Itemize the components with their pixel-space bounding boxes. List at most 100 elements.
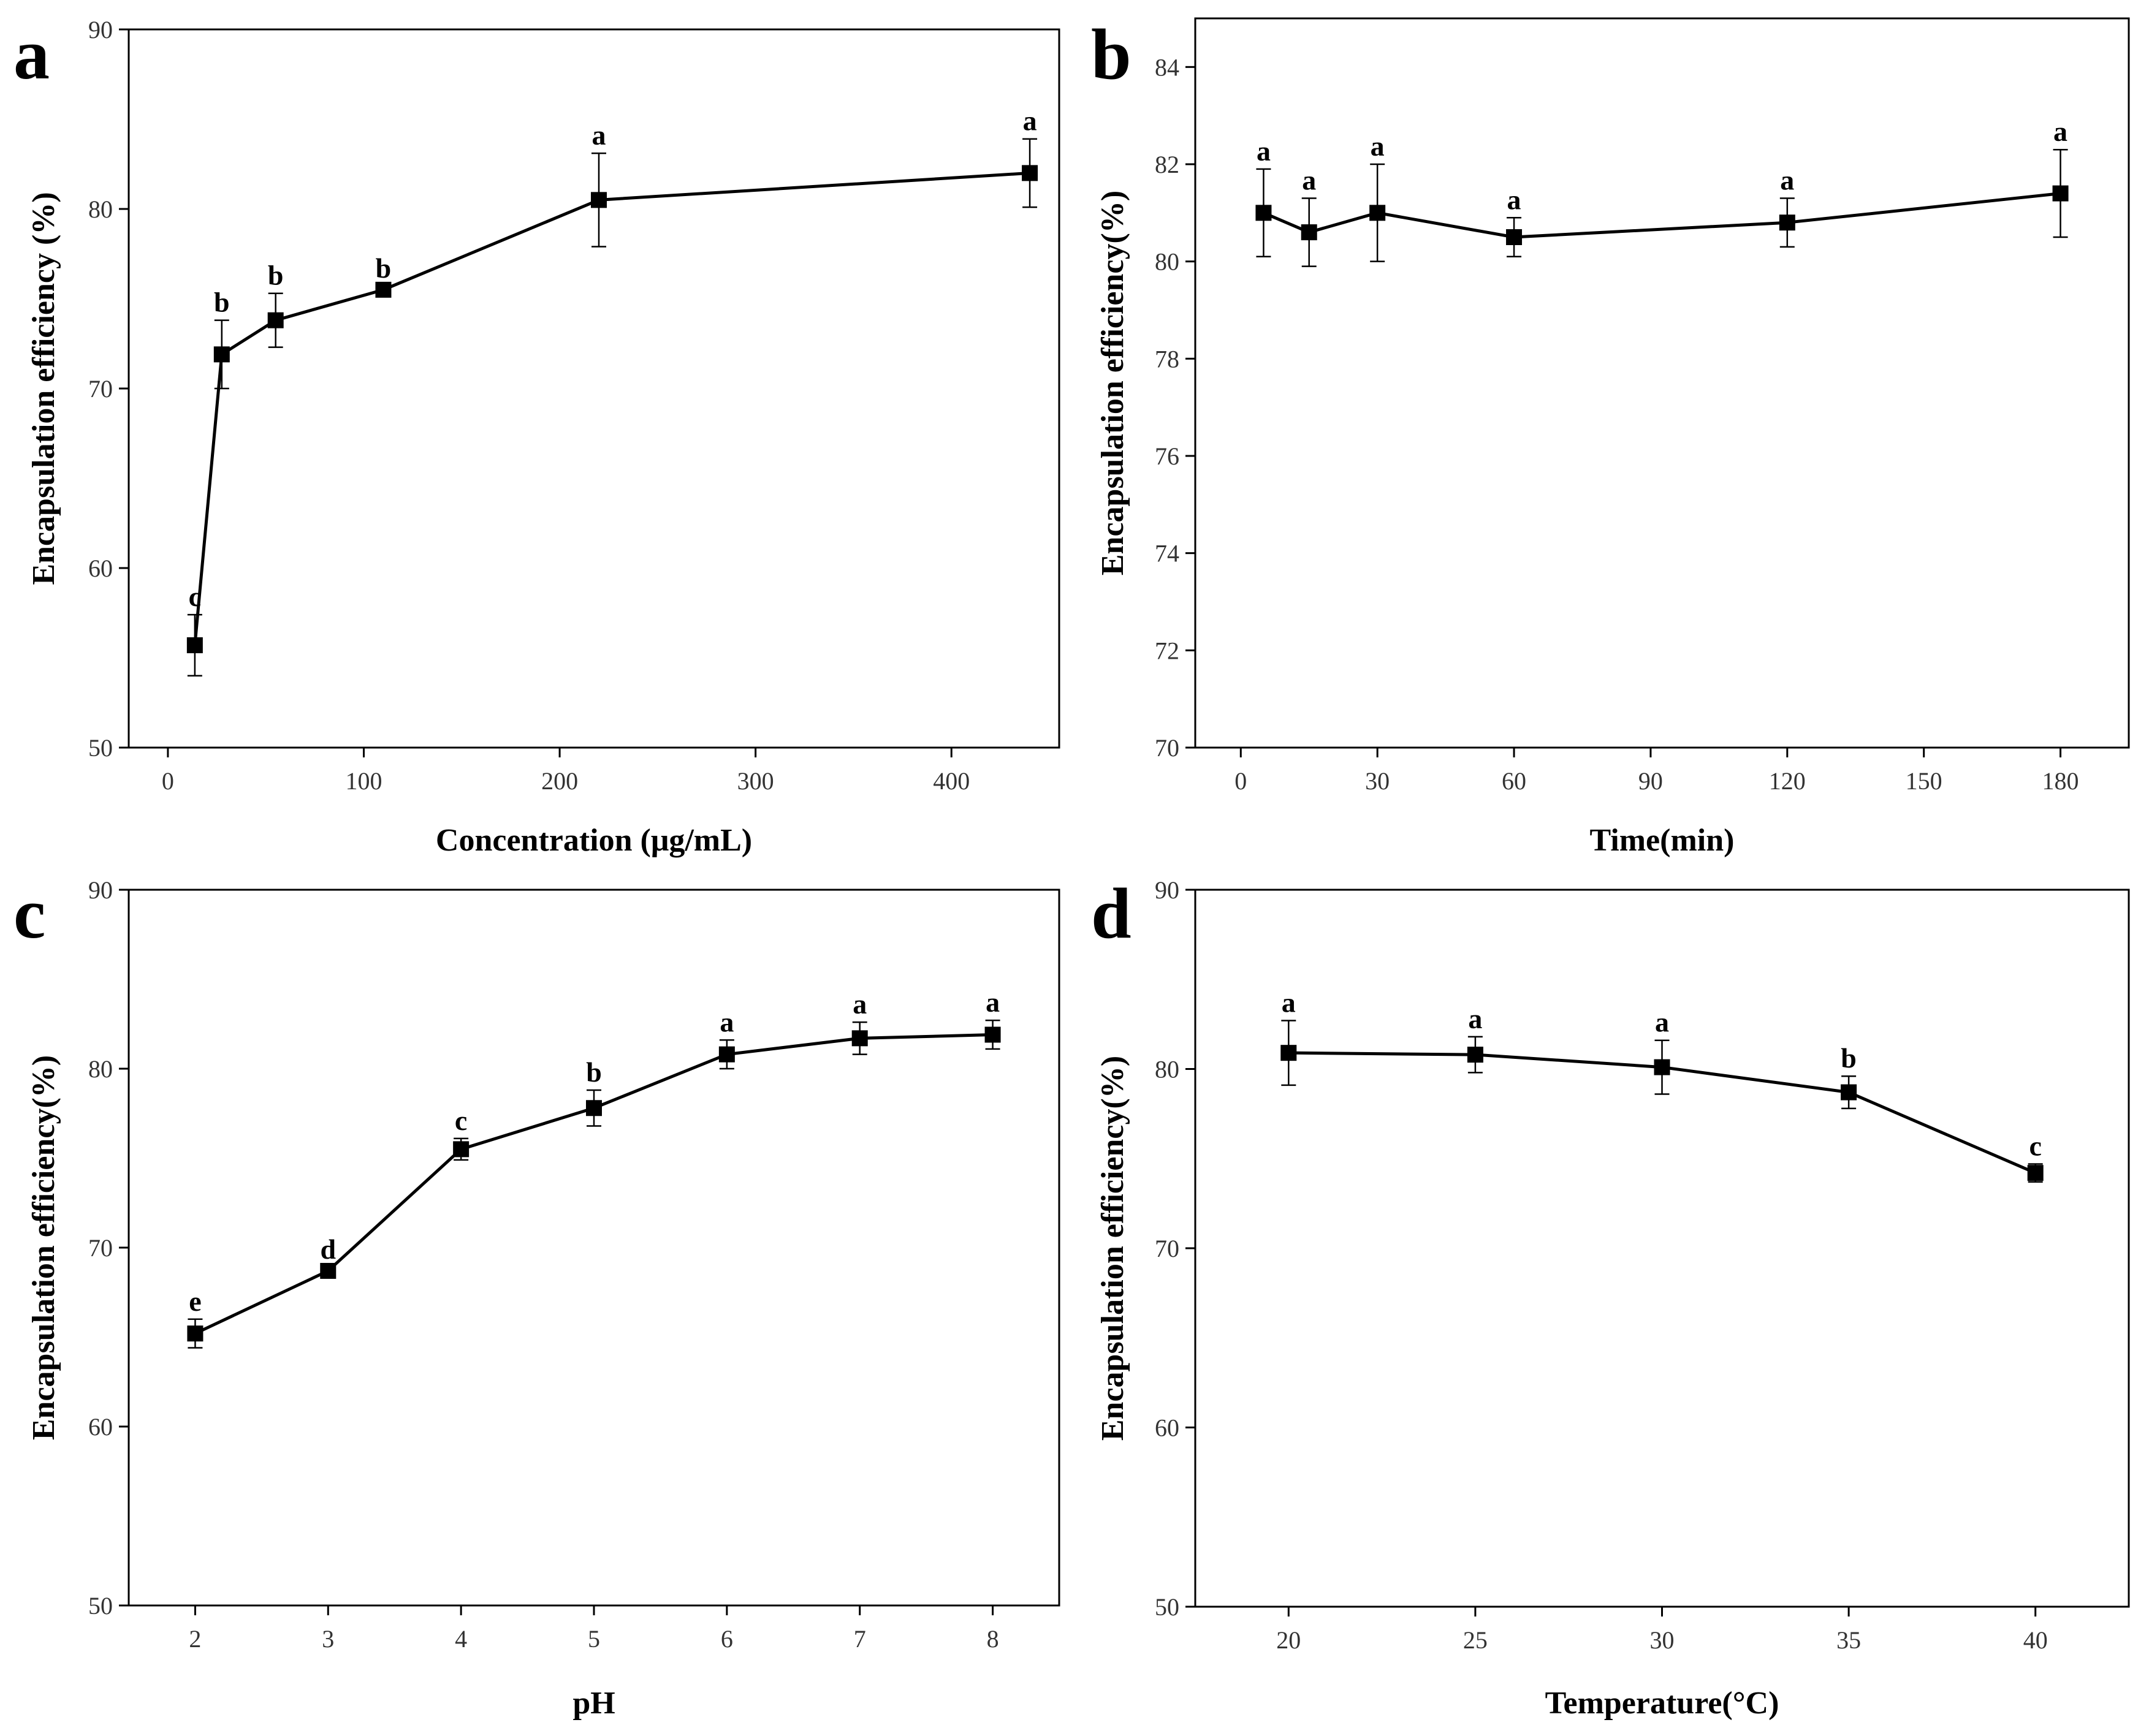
y-tick-label: 50 [1155, 1593, 1179, 1621]
significance-label: e [189, 1286, 201, 1317]
plot-frame [1194, 889, 2130, 1608]
data-point [267, 312, 284, 328]
x-tick-label: 150 [1906, 767, 1942, 795]
significance-label: d [320, 1234, 336, 1265]
significance-label: c [189, 581, 201, 612]
y-tick-label: 50 [88, 734, 113, 762]
x-tick-label: 60 [1502, 767, 1526, 795]
y-tick-label: 60 [88, 555, 113, 582]
data-point [851, 1030, 868, 1047]
data-point [590, 192, 607, 208]
x-tick-label: 0 [162, 767, 174, 795]
x-tick-label: 8 [987, 1625, 999, 1653]
significance-label: a [1655, 1007, 1669, 1038]
panel-letter: d [1091, 873, 1132, 953]
significance-label: c [2029, 1131, 2041, 1162]
y-tick-label: 80 [1155, 248, 1179, 276]
y-tick-label: 80 [88, 1055, 113, 1083]
plot-frame [1194, 17, 2130, 749]
significance-label: a [591, 119, 606, 151]
data-point [213, 346, 230, 363]
panel-a: a 0 100 200 300 400 50 60 70 80 90 Concentration (μ… [13, 14, 1060, 858]
y-tick-label: 60 [1155, 1414, 1179, 1442]
data-point [1369, 205, 1386, 221]
data-point [1301, 224, 1317, 241]
x-axis-title: Concentration (μg/mL) [436, 823, 752, 858]
x-tick-label: 180 [2042, 767, 2079, 795]
data-point [1467, 1047, 1483, 1063]
y-tick-label: 90 [1155, 876, 1179, 904]
y-tick-label: 84 [1155, 53, 1179, 81]
data-point [586, 1100, 602, 1116]
x-tick-label: 2 [189, 1625, 201, 1653]
data-point [984, 1026, 1001, 1043]
panel-letter: c [13, 873, 45, 953]
x-tick-label: 400 [933, 767, 970, 795]
data-point [186, 637, 203, 653]
significance-label: a [1371, 131, 1385, 162]
y-tick-label: 76 [1155, 442, 1179, 470]
significance-label: b [214, 287, 230, 318]
y-tick-label: 74 [1155, 540, 1179, 567]
significance-label: a [1302, 165, 1316, 196]
panel-c: c 2 3 4 5 6 7 8 50 60 70 80 90 pH Encapsulation effici… [13, 873, 1060, 1721]
series-line [193, 171, 1030, 646]
significance-label: b [586, 1056, 602, 1088]
y-axis-title: Encapsulation efficiency(%) [1095, 191, 1130, 575]
x-tick-label: 200 [541, 767, 578, 795]
y-axis-title: Encapsulation efficiency (%) [26, 192, 61, 585]
data-point [2052, 185, 2069, 202]
x-tick-label: 35 [1836, 1626, 1861, 1654]
panel-d: d 20 25 30 35 40 50 60 70 80 90 Temperature(°C) Enca… [1091, 873, 2130, 1721]
significance-label: a [1282, 987, 1296, 1018]
y-tick-label: 80 [88, 195, 113, 223]
y-tick-label: 78 [1155, 345, 1179, 373]
y-tick-label: 70 [1155, 734, 1179, 762]
x-tick-label: 4 [455, 1625, 467, 1653]
y-tick-label: 70 [88, 1234, 113, 1262]
x-tick-label: 0 [1234, 767, 1247, 795]
significance-label: a [720, 1006, 734, 1037]
panel-b: b 0 30 60 90 120 150 180 70 72 74 76 78 80 82 84 Time(mi… [1091, 14, 2130, 858]
x-tick-label: 6 [721, 1625, 733, 1653]
y-tick-label: 72 [1155, 637, 1179, 664]
y-tick-label: 80 [1155, 1056, 1179, 1083]
x-tick-label: 20 [1276, 1626, 1301, 1654]
x-axis-title: Temperature(°C) [1545, 1686, 1779, 1721]
data-point [1022, 165, 1038, 181]
y-tick-label: 70 [1155, 1235, 1179, 1262]
data-point [375, 281, 392, 298]
x-tick-label: 3 [322, 1625, 334, 1653]
data-point [2027, 1165, 2044, 1181]
x-tick-label: 90 [1638, 767, 1663, 795]
significance-label: a [2053, 116, 2067, 147]
significance-label: a [1468, 1003, 1482, 1034]
significance-label: a [853, 988, 867, 1020]
y-tick-label: 70 [88, 375, 113, 403]
panel-letter: b [1091, 14, 1132, 94]
significance-label: b [1841, 1042, 1857, 1074]
y-axis-title: Encapsulation efficiency(%) [26, 1055, 61, 1440]
significance-label: a [1257, 135, 1271, 167]
significance-label: a [1023, 105, 1037, 137]
y-tick-label: 90 [88, 16, 113, 44]
x-tick-label: 30 [1365, 767, 1390, 795]
data-point [1506, 229, 1523, 245]
x-tick-label: 25 [1463, 1626, 1488, 1654]
significance-label: a [1507, 184, 1521, 215]
significance-label: a [1780, 165, 1794, 196]
x-axis-title: pH [572, 1686, 615, 1721]
data-point [1779, 214, 1795, 231]
data-point [1255, 205, 1272, 221]
x-tick-label: 300 [737, 767, 774, 795]
data-point [1280, 1045, 1297, 1061]
x-tick-label: 100 [345, 767, 382, 795]
data-point [320, 1262, 337, 1279]
x-tick-label: 40 [2023, 1626, 2048, 1654]
x-tick-label: 7 [854, 1625, 866, 1653]
plot-frame [127, 889, 1060, 1607]
significance-label: a [986, 987, 1000, 1018]
data-point [187, 1325, 203, 1342]
data-point [718, 1046, 735, 1063]
